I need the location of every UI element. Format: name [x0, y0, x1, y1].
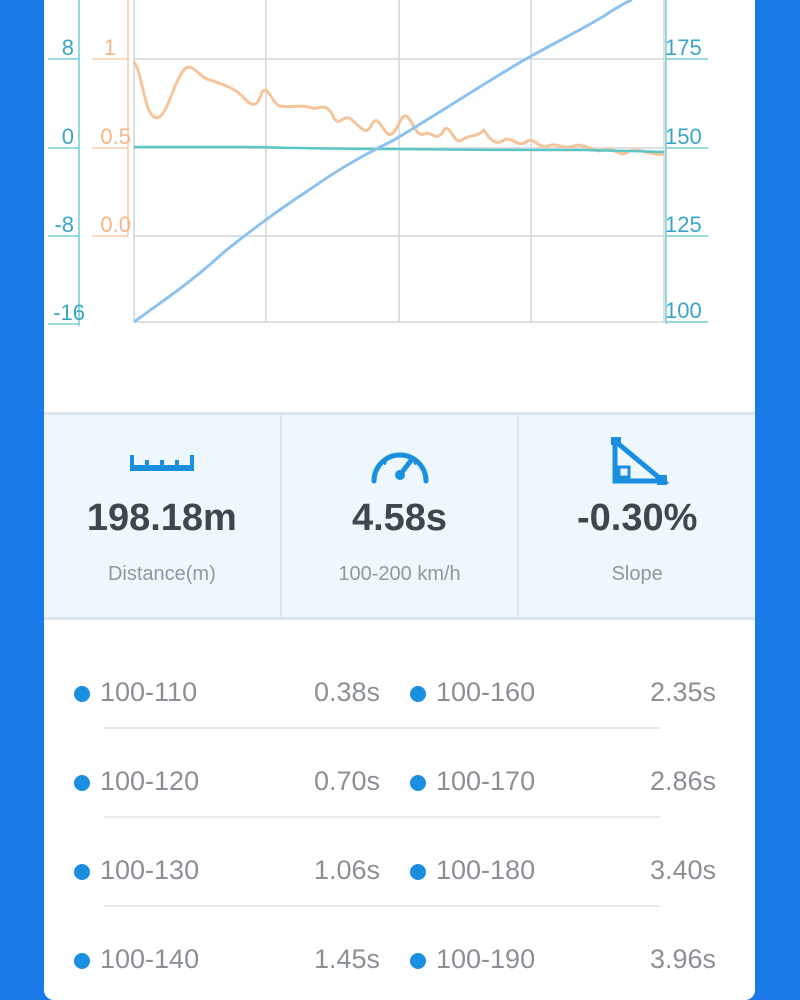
bullet-icon [410, 686, 426, 702]
distance-label: Distance(m) [107, 563, 216, 585]
split-time: 1.06s [313, 855, 380, 885]
split-time: 0.70s [313, 766, 380, 796]
bullet-icon [74, 864, 90, 880]
chart-svg: 8 0 -8 -16 1 0.5 0.0 175 150 125 100 [48, 0, 708, 326]
summary-stats: 198.18m Distance(m) 4.58s 100-200 km/h [44, 412, 755, 620]
right-tick-label: 100 [665, 298, 702, 323]
slope-label: Slope [611, 563, 663, 585]
slope-value: -0.30% [576, 497, 698, 539]
bullet-icon [410, 864, 426, 880]
left-outer-tick-label: -16 [53, 300, 85, 325]
left-inner-tick-label: 1 [104, 35, 116, 60]
bullet-icon [74, 775, 90, 791]
split-label: 100-170 [436, 766, 536, 796]
time-stat: 4.58s 100-200 km/h [282, 415, 520, 617]
split-label: 100-130 [100, 855, 200, 885]
bullet-icon [410, 775, 426, 791]
slope-stat: -0.30% Slope [519, 415, 755, 617]
split-label: 100-120 [100, 766, 200, 796]
bullet-icon [74, 953, 90, 969]
split-label: 100-160 [436, 677, 536, 707]
split-label: 100-110 [100, 677, 198, 707]
distance-value: 198.18m [86, 497, 237, 539]
time-label: 100-200 km/h [338, 563, 461, 585]
list-item: 100-130 1.06s 100-180 3.40s [44, 818, 755, 907]
acceleration-line [132, 61, 665, 156]
bullet-icon [74, 686, 90, 702]
split-time: 2.35s [649, 677, 716, 707]
speedometer-icon [371, 452, 428, 484]
list-item: 100-140 1.45s 100-190 3.96s [44, 907, 755, 996]
right-tick-label: 175 [665, 35, 702, 60]
left-outer-tick-label: -8 [54, 212, 74, 237]
ruler-icon [129, 455, 194, 471]
row-divider [104, 816, 660, 818]
left-inner-tick-label: 0.0 [100, 212, 131, 237]
left-outer-tick-label: 0 [62, 124, 74, 149]
speed-line [133, 0, 633, 324]
split-times-list: 100-110 0.38s 100-160 2.35s 100-120 0.70… [44, 640, 755, 996]
row-divider [104, 727, 660, 729]
split-time: 1.45s [313, 944, 380, 974]
distance-stat: 198.18m Distance(m) [44, 415, 282, 617]
right-tick-label: 125 [665, 212, 702, 237]
split-label: 100-190 [436, 944, 536, 974]
list-item: 100-110 0.38s 100-160 2.35s [44, 640, 755, 729]
slope-icon [611, 437, 670, 485]
performance-chart: 8 0 -8 -16 1 0.5 0.0 175 150 125 100 [44, 0, 755, 410]
right-tick-label: 150 [665, 124, 702, 149]
split-label: 100-140 [100, 944, 200, 974]
bullet-icon [410, 953, 426, 969]
list-item: 100-120 0.70s 100-170 2.86s [44, 729, 755, 818]
split-time: 0.38s [313, 677, 380, 707]
left-inner-tick-label: 0.5 [100, 124, 131, 149]
row-divider [104, 905, 660, 907]
split-time: 3.96s [649, 944, 716, 974]
slope-line [134, 145, 665, 154]
split-time: 2.86s [649, 766, 716, 796]
split-time: 3.40s [649, 855, 716, 885]
time-value: 4.58s [351, 497, 448, 539]
chart-grid [133, 0, 665, 323]
split-label: 100-180 [436, 855, 536, 885]
left-outer-tick-label: 8 [62, 35, 74, 60]
results-card: 8 0 -8 -16 1 0.5 0.0 175 150 125 100 [44, 0, 755, 1000]
